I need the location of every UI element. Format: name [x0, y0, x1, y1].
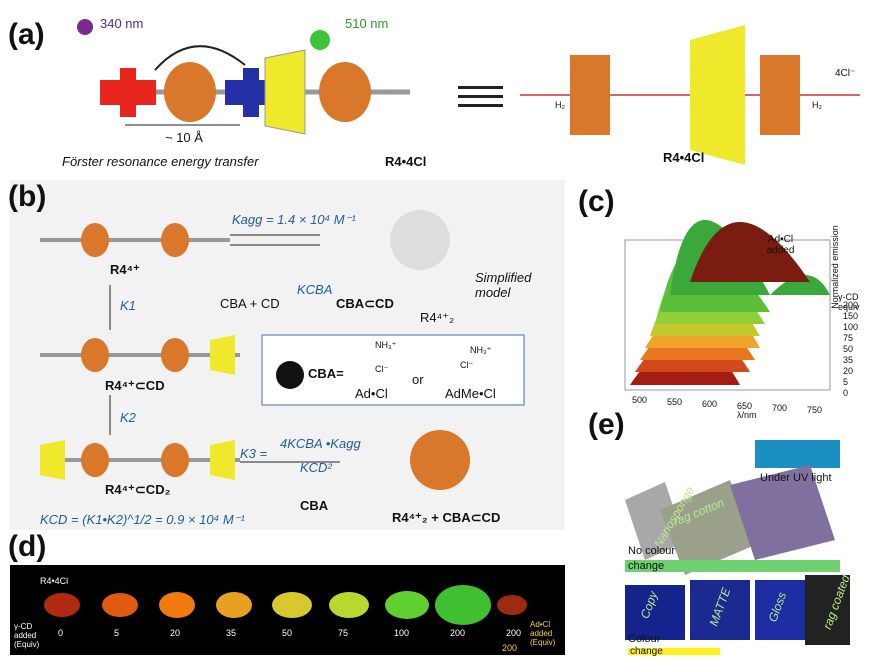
panel-label: (e) [588, 408, 625, 441]
equation: KCD = (K1•K2)^1/2 = 0.9 × 10⁴ M⁻¹ [40, 512, 245, 527]
rotaxane-a [77, 19, 410, 135]
legend-entry: 100 [843, 322, 859, 332]
panel-label: (d) [8, 530, 47, 563]
row-label: γ-CD added (Equiv) [14, 622, 40, 649]
legend-title: γ-CD equiv [838, 292, 860, 312]
distance: ~ 10 Å [165, 130, 203, 145]
emission: 510 nm [345, 16, 389, 31]
caption: Förster resonance energy transfer [62, 154, 259, 169]
amine: H₂ [812, 100, 822, 110]
equivalent: 35 [226, 628, 237, 638]
equation: KCD² [300, 460, 332, 475]
species: R4⁴⁺ [110, 262, 140, 277]
constant: K2 [120, 410, 136, 425]
legend-entry: 200 [843, 300, 859, 310]
equivalent: 200 [450, 628, 466, 638]
legend-entry: 75 [843, 333, 854, 343]
caption: change [630, 646, 663, 657]
formula: Cl⁻ [460, 360, 474, 370]
constant: K3 = [240, 446, 268, 461]
formula: NH₃⁺ [470, 345, 492, 355]
equation: CBA + CD [220, 296, 280, 311]
equivalent: 20 [170, 628, 181, 638]
species: R4⁴⁺₂ + CBA⊂CD [392, 510, 501, 525]
value: 200 [502, 643, 518, 653]
formula: NH₃⁺ [375, 340, 397, 350]
panel-label: (c) [578, 185, 615, 218]
spots [44, 585, 527, 625]
equivalent: 100 [394, 628, 410, 638]
species: CBA [300, 498, 329, 513]
equation: Kagg = 1.4 × 10⁴ M⁻¹ [232, 212, 356, 227]
tick-label: 750 [807, 405, 823, 415]
photos-e [625, 440, 850, 655]
definition: CBA= [308, 366, 344, 381]
caption: Colour [628, 633, 661, 645]
or: or [412, 372, 424, 387]
caption: change [628, 560, 665, 572]
constant: KCBA [297, 282, 333, 297]
equivalent: 50 [282, 628, 293, 638]
constant: K1 [120, 298, 136, 313]
compound: R4•4Cl [663, 150, 705, 165]
species: R4⁴⁺⊂CD [105, 378, 165, 393]
caption: No colour [628, 545, 676, 557]
amine: H₂ [555, 100, 565, 110]
annotation: Ad•Cl added [766, 234, 795, 256]
structure-a [520, 25, 860, 165]
compound: Ad•Cl [355, 386, 388, 401]
legend-entry: 5 [843, 377, 849, 387]
axis-label: λ/nm [737, 410, 757, 420]
compound: AdMe•Cl [445, 386, 496, 401]
counterion: 4Cl⁻ [835, 68, 856, 79]
legend-entry: 35 [843, 355, 854, 365]
equivalent: 75 [338, 628, 349, 638]
panel-label: (b) [8, 180, 47, 213]
legend-entry: 0 [843, 388, 849, 398]
row-label: Ad•Cl added (Equiv) [530, 620, 556, 647]
equivalent: 0 [58, 628, 64, 638]
excitation: 340 nm [100, 16, 144, 31]
tick-label: 600 [702, 399, 718, 409]
species: R4⁴⁺⊂CD₂ [105, 482, 171, 497]
equation: 4KCBA •Kagg [280, 436, 361, 451]
equivalent: 200 [506, 628, 522, 638]
tick-label: 700 [772, 403, 788, 413]
sample: R4•4Cl [40, 576, 69, 586]
rotaxanes-b [40, 210, 525, 490]
legend-entry: 20 [843, 366, 854, 376]
legend-entry: 150 [843, 311, 859, 321]
tick-label: 500 [632, 395, 648, 405]
formula: Cl⁻ [375, 364, 389, 374]
legend-entry: 50 [843, 344, 854, 354]
tick-label: 550 [667, 397, 683, 407]
equivalent: 5 [114, 628, 120, 638]
species: R4⁴⁺₂ [420, 310, 455, 325]
panel-label: (a) [8, 18, 45, 51]
compound: R4•4Cl [385, 154, 427, 169]
annotation: Simplified model [475, 270, 532, 300]
caption: Under UV light [760, 472, 832, 484]
species: CBA⊂CD [336, 296, 394, 311]
equivalence [458, 86, 503, 107]
tick-label: 650 [737, 401, 753, 411]
waterfall-plot [624, 220, 831, 391]
